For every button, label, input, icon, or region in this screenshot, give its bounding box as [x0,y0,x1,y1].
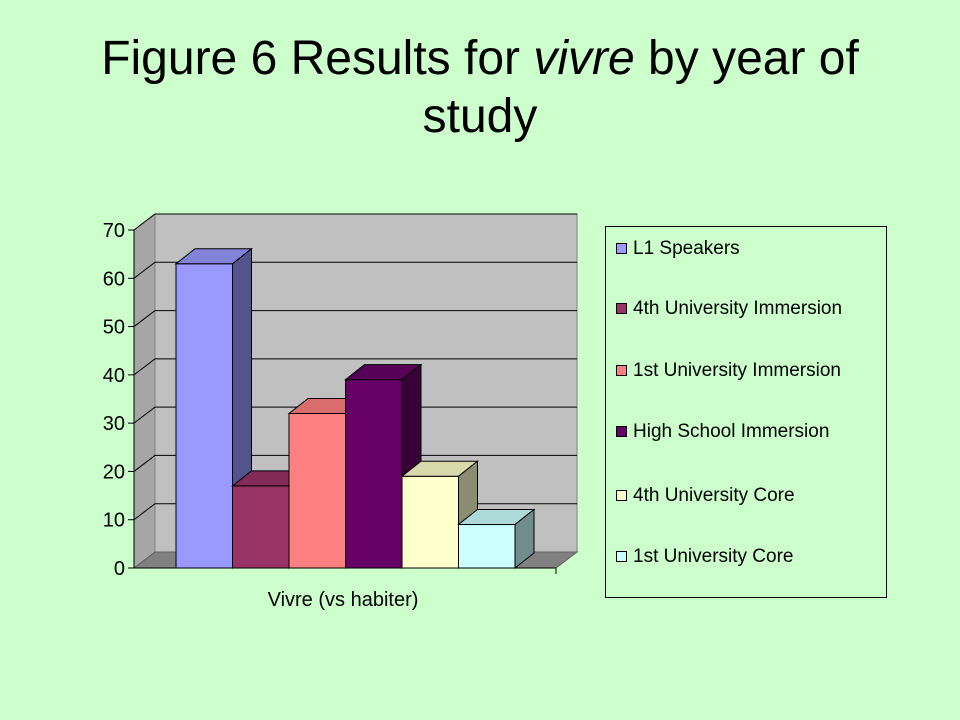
bar [344,363,423,570]
bar-side [514,508,535,570]
title-italic: vivre [533,32,635,85]
bar-front [175,263,233,569]
bar-front [232,485,290,569]
y-tick-label: 70 [103,220,125,242]
gridline [133,454,577,472]
chart-gridlines [133,213,577,521]
legend-swatch [616,490,627,501]
legend-swatch [616,426,627,437]
title-prefix: Figure 6 Results for [101,32,534,85]
bar-front [288,412,346,569]
legend-swatch [616,243,627,254]
gridline [133,358,577,376]
y-tick-label: 20 [103,461,125,483]
legend-label: L1 Speakers [633,238,740,259]
y-tick-label: 50 [103,317,125,339]
chart-tick-labels: 0 10 20 30 40 50 60 70 [103,220,125,580]
legend-label: 1st University Immersion [633,360,841,381]
legend-swatch [616,551,627,562]
chart-bars [174,247,536,570]
gridline [133,261,577,279]
bar [457,508,536,570]
slide-title: Figure 6 Results for vivre by year of st… [40,30,920,146]
title-suffix: by year of study [422,32,859,143]
y-tick-label: 30 [103,413,125,435]
legend-label: High School Immersion [633,421,830,442]
bar [400,460,479,570]
legend-label: 4th University Core [633,485,795,506]
legend-label: 4th University Immersion [633,298,843,319]
y-tick-label: 10 [103,510,125,532]
y-tick-label: 0 [114,558,125,580]
gridline [133,213,577,231]
x-axis-label: Vivre (vs habiter) [268,589,419,611]
gridline [133,406,577,424]
legend-label: 1st University Core [633,546,794,567]
bar-front [401,475,459,569]
chart-legend: L1 Speakers 4th University Immersion 1st U… [605,226,887,598]
legend-swatch [616,365,627,376]
legend-swatch [616,303,627,314]
bar-front [345,379,403,569]
y-tick-label: 40 [103,365,125,387]
y-tick-label: 60 [103,268,125,290]
gridline [133,310,577,327]
bar-front [458,524,516,569]
side-wall [133,212,156,570]
